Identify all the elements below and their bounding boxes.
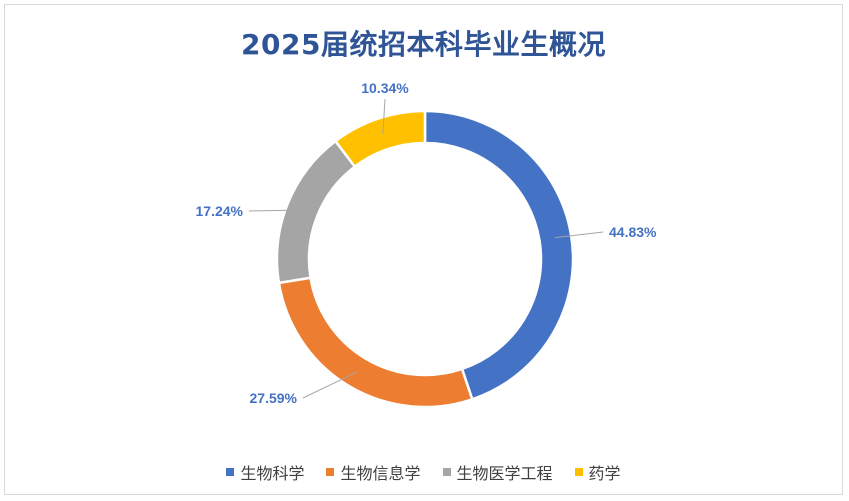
legend-item-2: 生物信息学 [326, 460, 421, 484]
legend-label-1: 生物科学 [240, 464, 305, 483]
donut-chart: 44.83% 27.59% 17.24% 10.34% [196, 80, 657, 409]
legend-swatch-1 [226, 468, 235, 476]
legend-item-1: 生物科学 [226, 460, 304, 484]
leader-line-1 [555, 231, 604, 239]
legend-label-3: 生物医学工程 [456, 464, 553, 483]
chart-frame: 2025届统招本科毕业生概况 44.83% 27.59% 17.24% 10.34% … [4, 4, 843, 495]
leader-line-4 [382, 98, 386, 134]
legend-swatch-3 [442, 468, 451, 476]
data-label-4: 10.34% [361, 80, 409, 96]
legend-item-3: 生物医学工程 [442, 460, 553, 484]
legend-item-4: 药学 [574, 460, 621, 484]
legend-swatch-4 [574, 468, 583, 476]
chart-legend: 生物科学 生物信息学 生物医学工程 药学 [5, 460, 842, 484]
legend-label-4: 药学 [588, 464, 621, 483]
data-label-1: 44.83% [609, 224, 657, 240]
donut-slice-3 [275, 139, 357, 285]
donut-slice-1 [423, 109, 575, 401]
data-label-3: 17.24% [196, 203, 244, 219]
leader-line-3 [248, 209, 303, 212]
donut-slice-2 [277, 276, 474, 409]
donut-slice-4 [333, 109, 427, 169]
data-label-2: 27.59% [250, 390, 298, 406]
leader-line-2 [302, 371, 358, 399]
legend-swatch-2 [326, 468, 335, 476]
legend-label-2: 生物信息学 [340, 464, 421, 483]
chart-title: 2025届统招本科毕业生概况 [241, 28, 606, 61]
